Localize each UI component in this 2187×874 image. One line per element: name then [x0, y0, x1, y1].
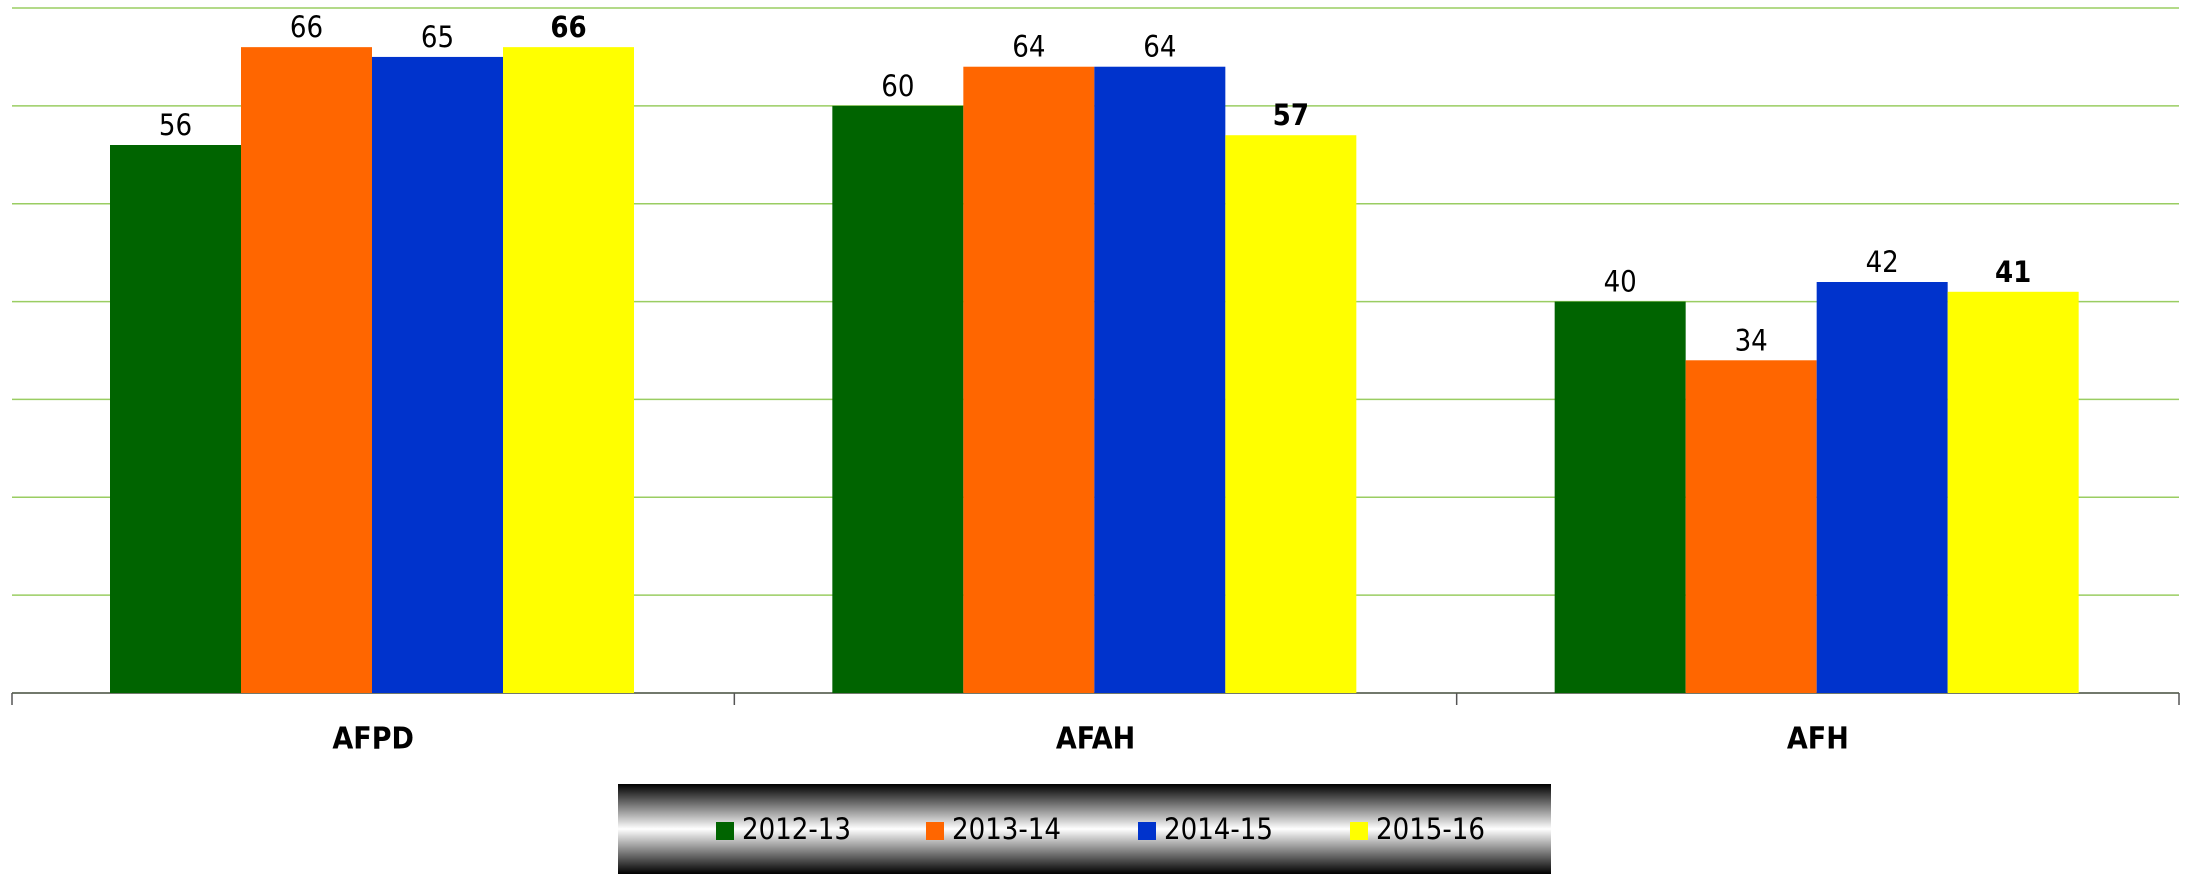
data-label: 64 — [1012, 30, 1045, 64]
data-label: 57 — [1273, 98, 1309, 132]
bar — [372, 56, 503, 693]
legend-swatch — [716, 822, 734, 840]
bar — [241, 47, 372, 693]
bar — [1225, 135, 1357, 693]
data-label: 34 — [1735, 323, 1768, 357]
bar — [963, 66, 1095, 693]
data-label: 60 — [881, 69, 914, 103]
data-label: 66 — [550, 10, 586, 44]
legend-swatch — [1138, 822, 1156, 840]
x-tick-label: AFAH — [1056, 722, 1135, 757]
legend-label: 2013-14 — [952, 812, 1061, 846]
data-label: 65 — [421, 20, 454, 54]
legend-swatch — [1350, 822, 1368, 840]
data-label: 42 — [1866, 245, 1899, 279]
data-label: 56 — [159, 108, 192, 142]
bar — [832, 105, 964, 694]
legend-box — [618, 784, 1551, 874]
bar — [110, 145, 241, 693]
legend-label: 2012-13 — [742, 812, 851, 846]
legend-label: 2014-15 — [1164, 812, 1273, 846]
legend-swatch — [926, 822, 944, 840]
bar — [1947, 291, 2079, 693]
legend-label: 2015-16 — [1376, 812, 1485, 846]
data-label: 40 — [1604, 265, 1637, 299]
x-tick-label: AFH — [1787, 722, 1849, 757]
data-label: 64 — [1143, 30, 1176, 64]
bar — [1554, 301, 1686, 693]
data-label: 41 — [1995, 255, 2031, 289]
bar — [503, 47, 634, 693]
data-label: 66 — [290, 10, 323, 44]
bar — [1094, 66, 1226, 693]
bar — [1685, 360, 1817, 693]
bar — [1816, 282, 1948, 693]
x-tick-label: AFPD — [332, 722, 414, 757]
